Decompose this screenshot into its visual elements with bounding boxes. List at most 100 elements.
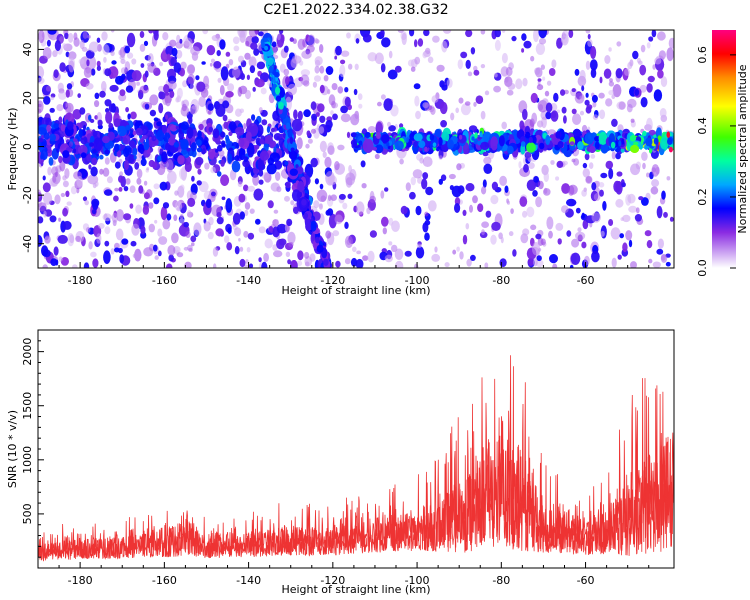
spectrogram-point [166, 263, 173, 268]
spectrogram-point [46, 144, 52, 154]
spectrogram-point [624, 68, 630, 76]
spectrogram-point [147, 53, 154, 64]
spectrogram-point [630, 163, 641, 176]
spectrogram-point [160, 206, 168, 221]
spectrogram-point [123, 160, 129, 171]
x-tick-label: -160 [152, 274, 177, 287]
spectrogram-point [82, 31, 88, 39]
spectrogram-point [545, 134, 551, 146]
spectrogram-point [611, 118, 618, 127]
spectrogram-point [334, 214, 343, 225]
spectrogram-point [287, 231, 296, 245]
spectrogram-point [179, 167, 187, 180]
spectrogram-point [470, 47, 476, 55]
spectrogram-point [244, 52, 251, 60]
spectrogram-point [600, 143, 609, 154]
spectrogram-point [340, 59, 346, 65]
spectrogram-point [270, 127, 276, 133]
spectrogram-point [543, 171, 549, 183]
spectrogram-point [47, 30, 57, 35]
spectrogram-point [506, 89, 514, 96]
spectrogram-point [162, 219, 171, 230]
y-tick-label: 40 [21, 42, 34, 56]
spectrogram-point [319, 84, 325, 94]
spectrogram-point [467, 71, 473, 77]
x-tick-label: -180 [68, 574, 93, 587]
spectrogram-point [470, 254, 476, 261]
spectrogram-point [640, 44, 646, 53]
spectrogram-point [444, 262, 450, 268]
spectrogram-point [278, 102, 284, 110]
spectrogram-point [391, 244, 398, 253]
spectrogram-point [270, 182, 280, 192]
spectrogram-point [283, 68, 290, 76]
spectrogram-point [83, 67, 93, 78]
spectrogram-point [579, 69, 586, 83]
spectrogram-point [212, 247, 219, 257]
spectrogram-point [552, 263, 558, 268]
spectrogram-point [615, 68, 623, 79]
spectrogram-point [358, 103, 363, 109]
spectrogram-point [498, 135, 505, 147]
spectrogram-point [508, 231, 514, 237]
spectrogram-point [125, 178, 131, 185]
spectrogram-point [507, 200, 510, 205]
spectrogram-point [276, 238, 285, 250]
spectrogram-point [243, 123, 247, 130]
spectrogram-point [414, 56, 421, 65]
spectrogram-point [296, 166, 304, 175]
spectrogram-point [413, 141, 418, 148]
spectrogram-point [432, 142, 437, 147]
x-tick-label: -140 [236, 274, 261, 287]
spectrogram-point [86, 59, 90, 67]
spectrogram-point [319, 183, 324, 190]
spectrogram-point [307, 34, 316, 47]
spectrogram-point [157, 228, 163, 237]
spectrogram-point [362, 33, 372, 43]
spectrogram-point [104, 189, 113, 196]
spectrogram-point [216, 171, 222, 177]
spectrogram-point [248, 58, 254, 63]
spectrogram-point [598, 92, 605, 99]
spectrogram-point [118, 187, 123, 192]
spectrogram-point [639, 64, 647, 76]
spectrogram-point [168, 136, 176, 146]
spectrogram-point [54, 194, 61, 205]
spectrogram-point [591, 182, 597, 191]
spectrogram-point [274, 71, 280, 78]
spectrogram-point [538, 104, 544, 111]
spectrogram-point [103, 250, 111, 264]
spectrogram-point [344, 87, 349, 93]
spectrogram-point [237, 181, 243, 188]
spectrogram-point [253, 188, 264, 201]
spectrogram-point [153, 183, 160, 190]
spectrogram-point [97, 119, 103, 127]
spectrogram-point [182, 80, 188, 88]
spectrogram-point [422, 156, 433, 167]
spectrogram-point [417, 38, 424, 47]
spectrogram-point [290, 200, 295, 206]
spectrogram-point [271, 41, 277, 48]
spectrogram-point [139, 31, 145, 38]
spectrogram-point [493, 85, 501, 93]
spectrogram-point [504, 185, 509, 193]
spectrogram-point [46, 124, 51, 132]
spectrogram-point [501, 52, 508, 64]
spectrogram-point [119, 55, 125, 60]
spectrogram-point [225, 51, 231, 57]
spectrogram-point [579, 110, 585, 116]
spectrogram-point [62, 180, 69, 188]
spectrogram-point [49, 107, 55, 113]
spectrogram-point [263, 252, 269, 262]
spectrogram-point [629, 135, 637, 142]
spectrogram-point [661, 190, 666, 200]
spectrogram-point [474, 132, 478, 139]
spectrogram-point [162, 202, 170, 209]
spectrogram-point [424, 102, 431, 112]
spectrogram-point [212, 128, 220, 139]
spectrogram-point [171, 47, 178, 57]
spectrogram-point [465, 183, 475, 192]
spectrogram-point [520, 141, 526, 147]
spectrogram-point [515, 78, 523, 90]
spectrogram-point [438, 155, 443, 160]
